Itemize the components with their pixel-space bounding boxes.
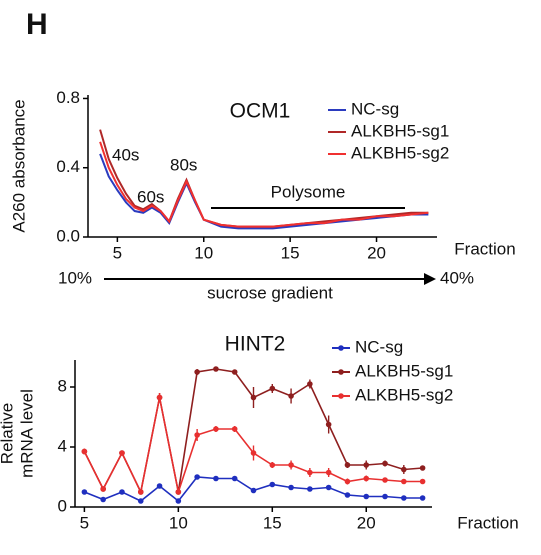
legend-marker	[338, 345, 344, 351]
annotation: 60s	[137, 187, 164, 206]
annotation: 40s	[112, 145, 139, 164]
y-tick-label: 4	[58, 436, 67, 455]
y-axis-label: A260 absorbance	[9, 99, 28, 232]
x-tick-label: 20	[367, 243, 386, 262]
data-point	[401, 478, 407, 485]
legend-label: ALKBH5-sg1	[355, 361, 453, 380]
data-point	[363, 475, 370, 482]
data-point	[81, 489, 88, 495]
panel-label: H	[26, 8, 48, 41]
x-tick-label: 15	[263, 513, 282, 532]
legend-marker	[338, 393, 344, 399]
data-point	[325, 469, 332, 476]
data-point	[307, 469, 313, 476]
data-point	[382, 493, 388, 500]
gradient-start: 10%	[58, 268, 92, 287]
x-tick-label: 5	[80, 513, 89, 532]
data-point	[288, 484, 294, 491]
series-line	[99, 141, 429, 228]
data-point	[231, 475, 238, 482]
data-point	[344, 462, 351, 468]
legend-label: ALKBH5-sg2	[355, 385, 453, 404]
data-point	[363, 493, 370, 500]
y-axis-label: Relative	[0, 403, 16, 464]
x-tick-label: 20	[357, 513, 376, 532]
x-axis-label: Fraction	[457, 513, 518, 532]
legend-label: ALKBH5-sg2	[351, 143, 449, 162]
data-point	[419, 495, 426, 501]
data-point	[307, 381, 313, 387]
x-tick-label: 10	[169, 513, 188, 532]
data-point	[213, 426, 219, 432]
data-point	[231, 426, 238, 432]
data-point	[100, 486, 106, 492]
data-point	[419, 465, 426, 471]
data-point	[419, 478, 426, 485]
data-point	[194, 369, 200, 375]
annotation: Polysome	[271, 182, 346, 201]
data-point	[344, 478, 351, 485]
x-tick-label: 15	[281, 243, 300, 262]
y-axis-label: mRNA level	[17, 389, 36, 478]
chart-title: OCM1	[230, 100, 291, 123]
data-point	[269, 462, 276, 468]
y-tick-label: 0.4	[56, 157, 80, 176]
series-line	[83, 397, 423, 496]
data-point	[288, 393, 294, 399]
data-point	[344, 492, 351, 498]
legend-label: NC-sg	[351, 99, 399, 118]
data-point	[269, 385, 276, 392]
legend-marker	[338, 369, 344, 375]
data-point	[250, 450, 257, 456]
data-point	[401, 495, 407, 501]
x-axis-label: Fraction	[454, 239, 515, 258]
data-point	[250, 394, 257, 401]
chart-title: HINT2	[225, 333, 286, 356]
data-point	[194, 432, 200, 438]
data-point	[382, 477, 388, 483]
y-tick-label: 0	[58, 496, 67, 515]
annotation: 80s	[170, 155, 197, 174]
y-tick-label: 0.8	[56, 88, 80, 107]
x-tick-label: 10	[194, 243, 213, 262]
legend-label: NC-sg	[355, 337, 403, 356]
gradient-end: 40%	[440, 268, 474, 287]
data-point	[156, 483, 163, 489]
data-point	[100, 496, 106, 503]
data-point	[213, 366, 219, 372]
data-point	[250, 487, 257, 494]
data-point	[175, 498, 182, 504]
data-point	[213, 475, 219, 482]
gradient-label: sucrose gradient	[207, 283, 333, 302]
data-point	[137, 498, 144, 504]
data-point	[119, 450, 125, 456]
arrow-head	[424, 273, 436, 285]
data-point	[119, 489, 125, 495]
data-point	[269, 481, 276, 488]
data-point	[382, 460, 388, 467]
data-point	[156, 394, 163, 401]
data-point	[137, 489, 144, 495]
data-point	[363, 462, 370, 468]
data-point	[307, 486, 313, 492]
y-tick-label: 0.0	[56, 226, 80, 245]
data-point	[194, 474, 200, 480]
data-point	[81, 448, 88, 455]
data-point	[401, 466, 407, 473]
data-point	[175, 489, 182, 495]
x-tick-label: 5	[113, 243, 122, 262]
data-point	[288, 462, 294, 468]
data-point	[325, 421, 332, 428]
data-point	[325, 484, 332, 491]
data-point	[231, 369, 238, 375]
y-tick-label: 8	[58, 376, 67, 395]
legend-label: ALKBH5-sg1	[351, 121, 449, 140]
